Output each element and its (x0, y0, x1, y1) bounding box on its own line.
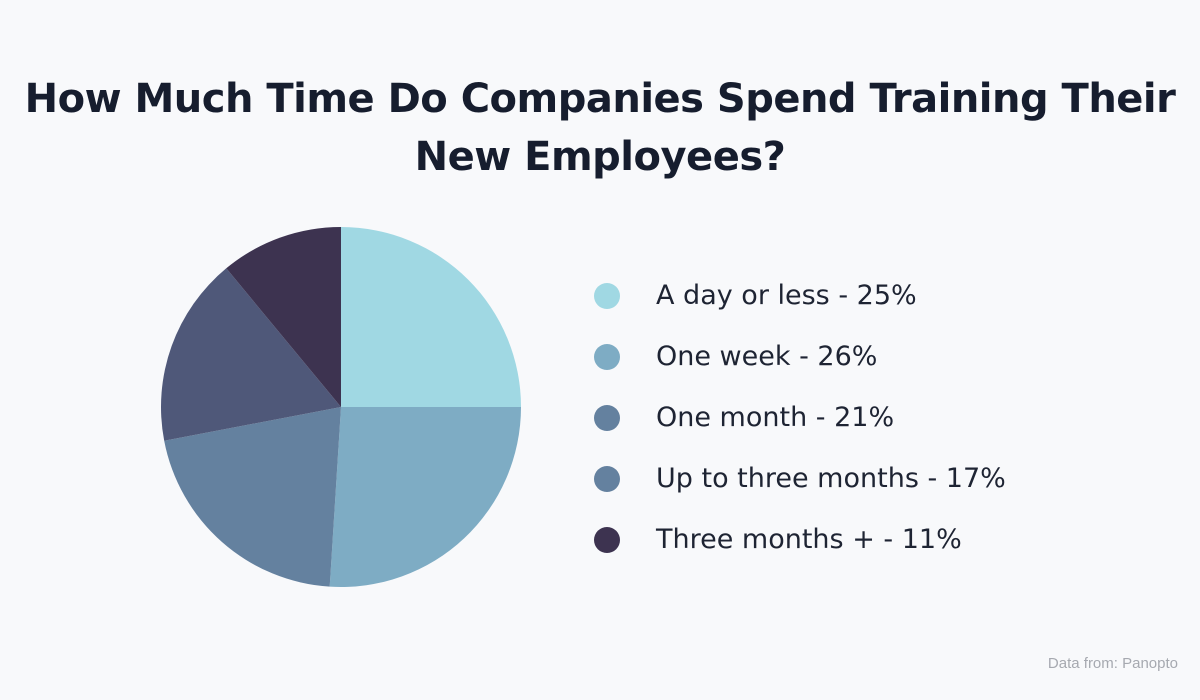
legend-item: A day or less - 25% (594, 265, 1006, 326)
source-note: Data from: Panopto (1047, 655, 1178, 672)
legend-item: Three months + - 11% (594, 509, 1006, 570)
legend-label: Up to three months - 17% (656, 463, 1006, 494)
pie-slice-3 (161, 268, 341, 441)
pie-slice-2 (164, 407, 341, 587)
legend-swatch (594, 465, 620, 492)
legend-label: One month - 21% (656, 402, 895, 433)
legend-item: One week - 26% (594, 326, 1006, 387)
pie-slice-1 (329, 407, 521, 587)
legend-label: One week - 26% (656, 341, 878, 372)
legend-label: Three months + - 11% (656, 524, 962, 555)
legend-item: Up to three months - 17% (594, 448, 1006, 509)
legend-swatch (594, 343, 620, 370)
legend: A day or less - 25% One week - 26% One mon… (594, 265, 1006, 570)
pie-slice-4 (226, 227, 341, 407)
legend-label: A day or less - 25% (656, 280, 917, 311)
legend-swatch (594, 526, 620, 553)
pie-chart (161, 227, 521, 587)
legend-item: One month - 21% (594, 387, 1006, 448)
chart-title: How Much Time Do Companies Spend Trainin… (24, 76, 1176, 180)
legend-swatch (594, 404, 620, 431)
legend-swatch (594, 282, 620, 309)
pie-slice-0 (341, 227, 521, 407)
